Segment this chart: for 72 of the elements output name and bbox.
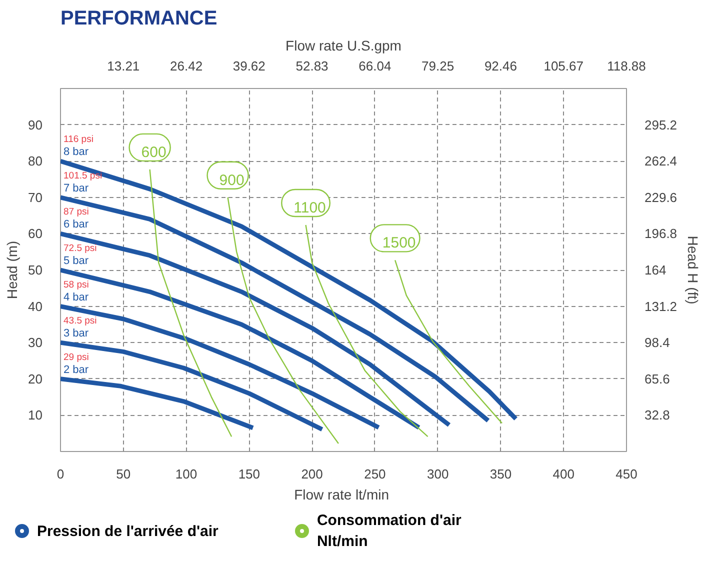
x-tick-label: 150 [238, 466, 260, 482]
x2-tick-label: 39.62 [232, 58, 266, 74]
series-label: 3 bar [64, 328, 89, 340]
x-tick-label: 250 [364, 466, 386, 482]
series-label: 8 bar [64, 146, 89, 158]
series-label: 2 bar [64, 364, 89, 376]
y-tick-label: 90 [28, 117, 43, 132]
x2-tick-label: 92.46 [484, 58, 517, 74]
series-label: 5 bar [64, 255, 89, 267]
x-tick-label: 100 [175, 466, 198, 482]
series-label: 6 bar [64, 218, 89, 231]
series-label: 4 bar [64, 291, 89, 304]
x-tick-label: 450 [616, 466, 638, 482]
line-series [60, 158, 518, 422]
line-series [227, 196, 340, 444]
y-tick-label: 30 [28, 335, 43, 350]
x2-tick-label: 118.88 [607, 58, 646, 74]
y-axis-title: Head (m) [4, 240, 20, 300]
annotation: 29 psi [64, 352, 89, 363]
series-label: 1500 [382, 234, 416, 252]
x-tick-label: 200 [301, 466, 323, 482]
annotation: 101.5 psi [64, 170, 102, 182]
annotation: 43.5 psi [64, 316, 97, 327]
y-tick-label: 50 [28, 262, 43, 278]
y2-tick-label: 262.4 [644, 154, 678, 169]
line-series [60, 268, 422, 430]
line-series [60, 231, 452, 428]
line-series [60, 376, 256, 430]
annotation: 116 psi [64, 134, 94, 146]
y2-tick-label: 131.2 [644, 298, 678, 314]
series-label: 1100 [294, 199, 326, 216]
annotation: 58 psi [64, 279, 89, 290]
chart-title: PERFORMANCE [60, 8, 218, 30]
x2-tick-label: 66.04 [358, 58, 392, 74]
x-tick-label: 400 [552, 466, 574, 482]
y-tick-label: 40 [28, 298, 43, 314]
y2-tick-label: 229.6 [644, 190, 678, 205]
series-label: 7 bar [64, 182, 89, 194]
x2-tick-label: 52.83 [296, 58, 328, 74]
series-label: 600 [141, 144, 166, 161]
y2-tick-label: 164 [644, 262, 666, 278]
y2-tick-label: 65.6 [644, 371, 670, 386]
x-tick-label: 0 [56, 466, 64, 482]
line-series [305, 224, 428, 438]
line-series [60, 304, 381, 430]
x2-tick-label: 26.42 [170, 58, 203, 74]
y2-axis-title: Head H (ft) [685, 236, 702, 304]
y-tick-label: 60 [28, 226, 43, 242]
x-tick-label: 50 [116, 466, 131, 482]
y2-tick-label: 32.8 [644, 408, 670, 423]
x2-tick-label: 79.25 [422, 58, 454, 74]
y2-tick-label: 196.8 [644, 226, 678, 242]
y2-tick-label: 295.2 [644, 117, 678, 132]
annotation: 72.5 psi [64, 243, 97, 254]
text: Pression de l'arrivée d'air [37, 522, 218, 542]
series-label: 900 [219, 172, 244, 189]
text: Consommation d'air Nlt/min [316, 511, 462, 552]
x2-tick-label: 13.21 [107, 58, 140, 74]
x2-tick-label: 105.67 [544, 58, 584, 74]
y-tick-label: 80 [28, 154, 43, 169]
y2-tick-label: 98.4 [644, 335, 670, 350]
x-tick-label: 350 [490, 466, 512, 482]
line-series [394, 260, 503, 424]
y-tick-label: 20 [28, 371, 43, 386]
x-axis-title: Flow rate lt/min [294, 486, 390, 502]
x2-axis-title: Flow rate U.S.gpm [286, 38, 402, 54]
line-series [60, 340, 324, 432]
y-tick-label: 10 [28, 408, 43, 423]
line-series [60, 195, 490, 423]
x-tick-label: 300 [426, 466, 449, 482]
y-tick-label: 70 [28, 190, 43, 205]
annotation: 87 psi [64, 206, 89, 218]
